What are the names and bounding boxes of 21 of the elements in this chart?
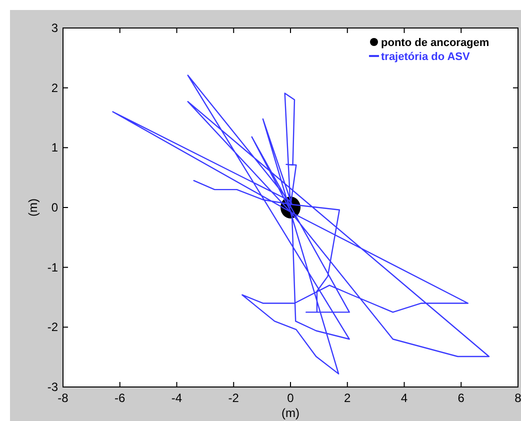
x-axis-title: (m) [282, 406, 300, 420]
y-tick-label: -3 [47, 380, 58, 394]
legend-label: ponto de ancoragem [381, 37, 490, 49]
y-tick-label: 3 [51, 21, 58, 35]
y-tick-label: 2 [51, 80, 58, 95]
x-tick-label: 4 [400, 391, 408, 405]
legend-label: trajetória do ASV [381, 51, 470, 63]
y-axis-title: (m) [26, 198, 40, 216]
x-tick-label: -2 [228, 391, 240, 405]
y-tick-label: 1 [51, 140, 58, 155]
y-tick-label: -2 [47, 320, 58, 334]
x-tick-label: 8 [514, 391, 521, 405]
x-tick-label: 6 [458, 391, 465, 405]
y-tick-label: 0 [51, 200, 58, 214]
x-tick-label: -6 [114, 391, 126, 405]
line-series [112, 74, 490, 374]
x-tick-label: -4 [171, 391, 182, 405]
x-tick-label: -8 [58, 391, 69, 405]
y-tick-label: -1 [47, 260, 58, 274]
x-tick-label: 0 [287, 391, 294, 405]
x-tick-label: 2 [344, 391, 352, 405]
